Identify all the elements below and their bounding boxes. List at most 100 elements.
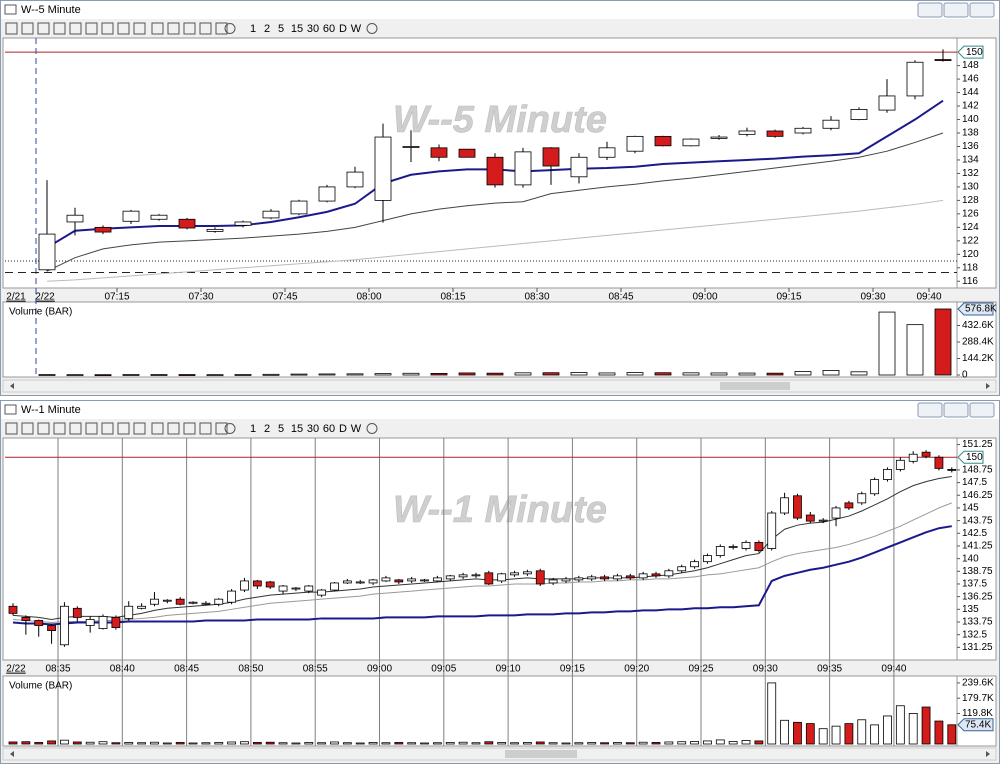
volume-bar <box>703 740 712 745</box>
toolbar-icon[interactable] <box>5 422 18 435</box>
candle-body <box>21 617 31 621</box>
volume-tag-label: 576.8K <box>965 304 997 315</box>
volume-bar <box>906 324 924 376</box>
x-tick-label: 08:40 <box>110 664 135 675</box>
candle-body <box>561 578 571 582</box>
toolbar-icon[interactable] <box>224 423 236 434</box>
close-button[interactable] <box>969 402 995 418</box>
candle-body <box>574 577 584 581</box>
interval-button[interactable]: 1 <box>250 423 256 435</box>
candle-body <box>188 601 198 604</box>
toolbar-icon[interactable] <box>151 22 164 35</box>
price-tag <box>957 450 984 464</box>
toolbar-icon[interactable] <box>151 422 164 435</box>
volume-bar <box>587 742 597 745</box>
toolbar-icon[interactable] <box>183 422 196 435</box>
toolbar-icon[interactable] <box>85 422 98 435</box>
toolbar-icon[interactable] <box>21 422 34 435</box>
scrollbar-thumb[interactable] <box>505 750 577 758</box>
toolbar-icon[interactable] <box>133 22 146 35</box>
toolbar-icon[interactable] <box>224 23 236 34</box>
interval-button[interactable]: 30 <box>307 423 319 435</box>
toolbar-icon[interactable] <box>37 22 50 35</box>
maximize-button[interactable] <box>943 2 969 18</box>
x-tick-label: 09:05 <box>431 664 456 675</box>
scrollbar[interactable] <box>2 379 997 393</box>
interval-button[interactable]: 2 <box>264 23 270 35</box>
interval-button[interactable]: W <box>351 23 362 35</box>
volume-bar <box>278 742 288 745</box>
close-button[interactable] <box>969 2 995 18</box>
watermark: W--5 Minute <box>393 99 607 141</box>
volume-bar <box>346 373 364 376</box>
candle-body <box>38 233 56 271</box>
date-label: 2/22 <box>6 664 26 675</box>
toolbar-icon[interactable] <box>69 422 82 435</box>
price-tag-label: 150 <box>966 47 983 58</box>
x-tick-label: 09:15 <box>776 292 801 303</box>
toolbar-icon[interactable] <box>215 422 228 435</box>
toolbar-icon[interactable] <box>199 422 212 435</box>
interval-button[interactable]: 5 <box>278 423 284 435</box>
toolbar-icon[interactable] <box>37 422 50 435</box>
scrollbar-thumb[interactable] <box>720 382 790 390</box>
candle-body <box>654 135 672 147</box>
toolbar-icon[interactable] <box>366 423 378 434</box>
toolbar-icon[interactable] <box>133 422 146 435</box>
interval-button[interactable]: 2 <box>264 423 270 435</box>
x-tick-label: 09:10 <box>496 664 521 675</box>
volume-bar <box>857 719 867 745</box>
interval-button[interactable]: 30 <box>307 23 319 35</box>
y-tick-label: 132 <box>962 168 979 179</box>
toolbar-icon[interactable] <box>199 22 212 35</box>
scrollbar[interactable] <box>2 747 997 761</box>
candle-body <box>394 579 404 583</box>
y-tick-label: 116 <box>962 276 978 287</box>
toolbar-icon[interactable] <box>53 22 66 35</box>
maximize-button[interactable] <box>943 402 969 418</box>
candle-body <box>486 156 504 186</box>
toolbar-icon[interactable] <box>167 22 180 35</box>
toolbar-icon[interactable] <box>69 22 82 35</box>
volume-bar <box>638 741 648 745</box>
toolbar-icon[interactable] <box>117 22 130 35</box>
toolbar-icon[interactable] <box>366 23 378 34</box>
candle-body <box>793 495 802 519</box>
toolbar-icon[interactable] <box>5 22 18 35</box>
toolbar-icon[interactable] <box>101 22 114 35</box>
interval-button[interactable]: W <box>351 423 362 435</box>
candle-body <box>598 147 616 158</box>
interval-button[interactable]: 60 <box>323 423 335 435</box>
candle-body <box>342 580 352 584</box>
interval-button[interactable]: 5 <box>278 23 284 35</box>
toolbar-icon[interactable] <box>183 22 196 35</box>
volume-panel <box>2 301 997 378</box>
toolbar-icon[interactable] <box>85 22 98 35</box>
interval-button[interactable]: 60 <box>323 23 335 35</box>
toolbar-icon[interactable] <box>167 422 180 435</box>
candle-body <box>934 59 952 61</box>
volume-bar <box>664 741 674 745</box>
volume-bar <box>150 374 168 376</box>
candle-body <box>738 130 756 135</box>
x-tick-label: 09:15 <box>560 664 585 675</box>
volume-bar <box>728 741 738 745</box>
interval-button[interactable]: 15 <box>291 23 303 35</box>
candle-body <box>651 573 661 577</box>
toolbar-icon[interactable] <box>117 422 130 435</box>
candle-body <box>206 228 224 232</box>
toolbar-icon[interactable] <box>215 22 228 35</box>
interval-button[interactable]: 15 <box>291 423 303 435</box>
interval-button[interactable]: 1 <box>250 23 256 35</box>
toolbar-icon[interactable] <box>101 422 114 435</box>
y-tick-label: 141.25 <box>962 541 993 552</box>
toolbar-icon[interactable] <box>21 22 34 35</box>
volume-bar <box>240 741 249 745</box>
interval-button[interactable]: D <box>339 423 347 435</box>
minimize-button[interactable] <box>917 402 943 418</box>
volume-bar <box>227 741 237 745</box>
minimize-button[interactable] <box>917 2 943 18</box>
interval-button[interactable]: D <box>339 23 347 35</box>
toolbar-icon[interactable] <box>53 422 66 435</box>
toolbar <box>1 20 999 37</box>
